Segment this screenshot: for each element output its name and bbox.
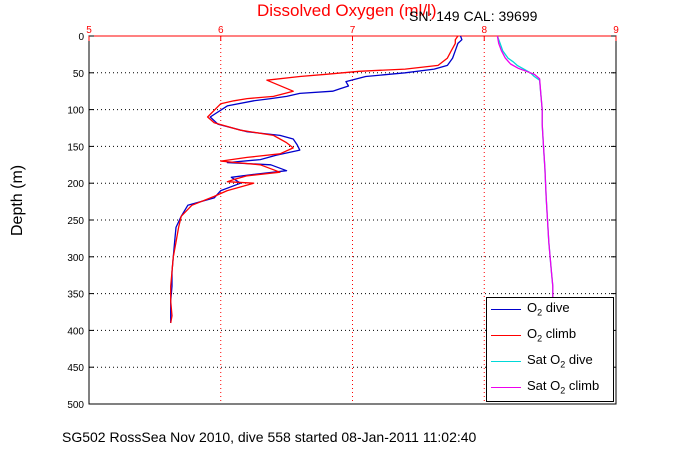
- legend-item-o2-climb: O2 climb: [487, 324, 613, 348]
- x-tick-label: 5: [86, 25, 92, 36]
- legend-label: Sat O2 climb: [527, 378, 600, 396]
- legend-label: O2 dive: [527, 300, 570, 318]
- y-axis-label: Depth (m): [9, 164, 26, 236]
- series-line-sat-o2-climb: [496, 35, 554, 298]
- legend-item-sat-o2-climb: Sat O2 climb: [487, 376, 613, 400]
- dive-caption: SG502 RossSea Nov 2010, dive 558 started…: [62, 429, 477, 445]
- y-tick-label: 50: [73, 69, 85, 80]
- legend-swatch: [491, 387, 521, 388]
- y-tick-label: 450: [67, 363, 84, 374]
- legend-label: O2 climb: [527, 326, 577, 344]
- chart-title: Dissolved Oxygen (ml/l): [257, 1, 437, 20]
- y-tick-label: 0: [78, 32, 84, 43]
- y-tick-label: 150: [67, 142, 84, 153]
- serial-calibration-text: SN: 149 CAL: 39699: [409, 8, 538, 24]
- y-tick-label: 250: [67, 216, 84, 227]
- x-tick-label: 6: [218, 25, 224, 36]
- legend: O2 dive O2 climb Sat O2 dive Sat O2 clim…: [486, 297, 614, 402]
- legend-item-o2-dive: O2 dive: [487, 298, 613, 322]
- legend-swatch: [491, 361, 521, 362]
- y-tick-label: 400: [67, 326, 84, 337]
- legend-swatch: [491, 309, 521, 310]
- x-tick-label: 8: [481, 25, 487, 36]
- y-tick-label: 500: [67, 400, 84, 411]
- legend-label: Sat O2 dive: [527, 352, 593, 370]
- y-tick-label: 350: [67, 290, 84, 301]
- series-line-o2-climb: [170, 35, 459, 324]
- y-tick-label: 100: [67, 106, 84, 117]
- x-tick-label: 9: [613, 25, 619, 36]
- y-tick-label: 300: [67, 253, 84, 264]
- y-tick-label: 200: [67, 179, 84, 190]
- legend-item-sat-o2-dive: Sat O2 dive: [487, 350, 613, 374]
- series-line-o2-dive: [170, 35, 463, 323]
- legend-swatch: [491, 335, 521, 336]
- x-tick-label: 7: [350, 25, 356, 36]
